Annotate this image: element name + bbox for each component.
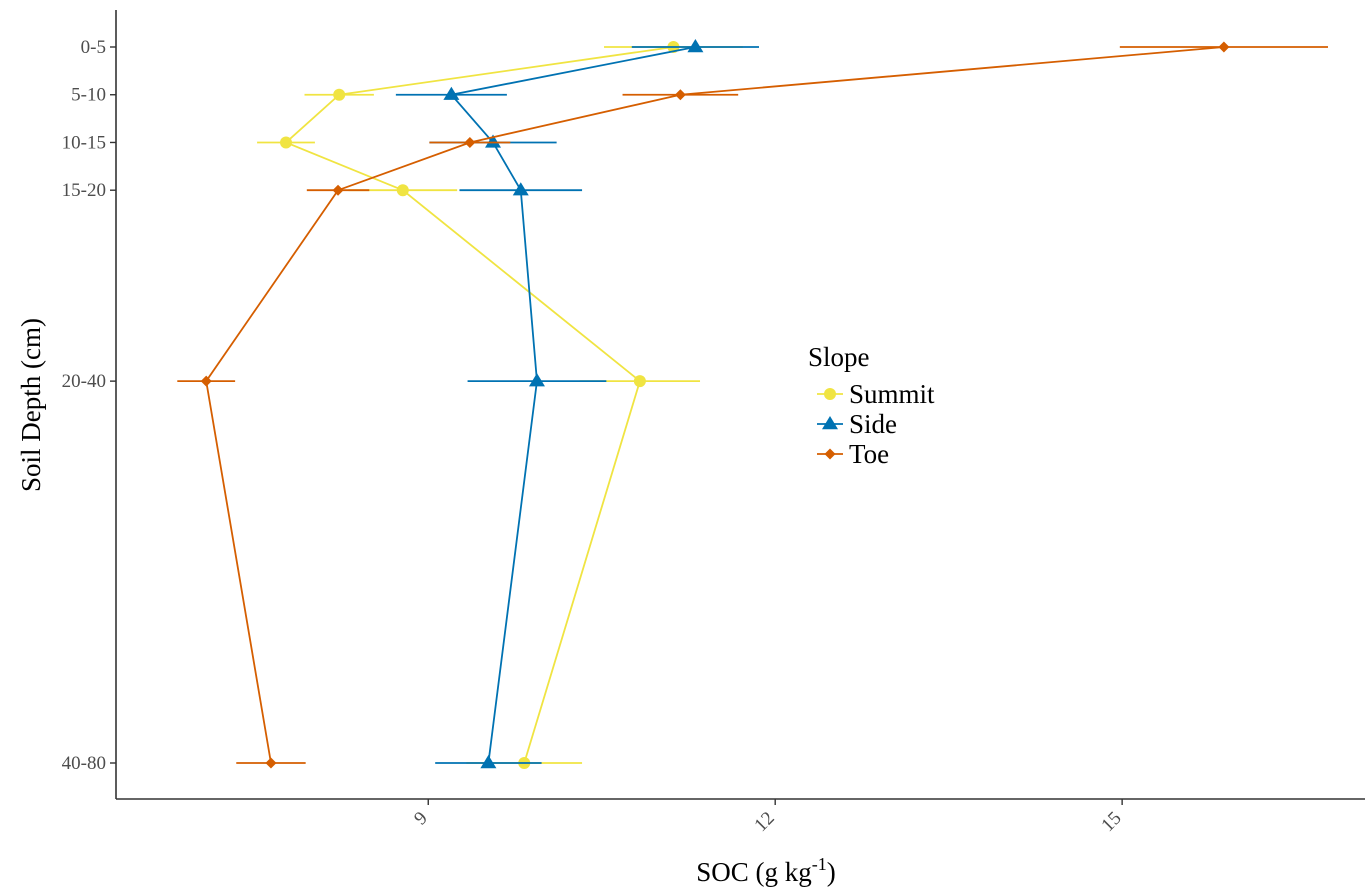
x-tick-label: 9 <box>410 808 432 830</box>
ticks-layer: 0-5 5-10 10-15 15-20 20-40 40-80 9 12 15 <box>62 37 1126 836</box>
data-point <box>464 136 476 148</box>
data-point <box>480 755 497 769</box>
axes-layer <box>115 10 1365 800</box>
legend-label: Side <box>849 409 897 439</box>
series-line <box>205 46 1224 764</box>
legend-item-summit: Summit <box>817 379 935 409</box>
data-point <box>280 136 293 149</box>
series-line <box>449 46 696 764</box>
legend-title: Slope <box>808 342 870 372</box>
x-axis-title-end: ) <box>827 857 836 887</box>
y-tick-label: 40-80 <box>62 753 106 774</box>
series-summit <box>257 41 743 769</box>
data-point <box>443 86 460 100</box>
series-line <box>284 46 674 764</box>
y-tick-label: 15-20 <box>62 180 106 201</box>
legend-item-side: Side <box>817 409 897 439</box>
data-point <box>200 375 212 387</box>
data-point <box>1218 41 1230 53</box>
legend-key-marker <box>824 448 836 460</box>
x-axis-title-superscript: -1 <box>812 854 827 874</box>
y-axis-title: Soil Depth (cm) <box>16 318 46 492</box>
series-layer <box>177 39 1328 769</box>
legend-label: Toe <box>849 439 889 469</box>
data-point <box>265 757 277 769</box>
x-tick-label: 12 <box>750 808 778 836</box>
series-side <box>395 39 760 769</box>
data-point <box>512 182 529 196</box>
y-tick-label: 0-5 <box>81 37 106 58</box>
legend-key-marker <box>822 416 838 430</box>
y-tick-label: 20-40 <box>62 371 106 392</box>
x-tick-label: 15 <box>1097 808 1125 836</box>
data-point <box>485 134 502 148</box>
data-point <box>528 373 545 387</box>
data-point <box>332 184 344 196</box>
data-point <box>333 88 346 101</box>
x-axis-title: SOC (g kg-1) <box>696 854 836 887</box>
data-point <box>633 375 646 388</box>
legend-key-marker <box>824 388 836 400</box>
x-axis-title-main: SOC (g kg <box>696 857 812 887</box>
data-point <box>396 184 409 197</box>
y-tick-label: 10-15 <box>62 132 106 153</box>
data-point <box>687 39 704 53</box>
legend-label: Summit <box>849 379 935 409</box>
data-point <box>674 89 686 101</box>
series-toe <box>177 41 1328 769</box>
legend-item-toe: Toe <box>817 439 889 469</box>
y-tick-label: 5-10 <box>71 85 106 106</box>
